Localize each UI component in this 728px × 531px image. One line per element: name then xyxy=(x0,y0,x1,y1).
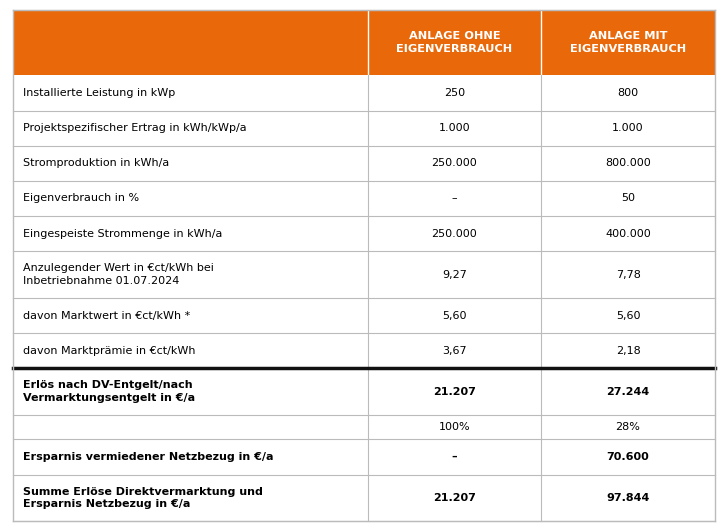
Bar xyxy=(13,110,715,145)
Text: ANLAGE MIT
EIGENVERBRAUCH: ANLAGE MIT EIGENVERBRAUCH xyxy=(570,31,686,54)
Text: 5,60: 5,60 xyxy=(616,311,641,321)
Bar xyxy=(13,298,715,333)
Text: 5,60: 5,60 xyxy=(442,311,467,321)
Bar xyxy=(13,10,715,75)
Text: 100%: 100% xyxy=(438,422,470,432)
Text: 250: 250 xyxy=(444,88,465,98)
Text: 2,18: 2,18 xyxy=(616,346,641,356)
Text: davon Marktprämie in €ct/kWh: davon Marktprämie in €ct/kWh xyxy=(23,346,195,356)
Text: –: – xyxy=(451,452,457,462)
Text: 28%: 28% xyxy=(616,422,641,432)
Text: Stromproduktion in kWh/a: Stromproduktion in kWh/a xyxy=(23,158,169,168)
Text: 21.207: 21.207 xyxy=(433,387,476,397)
Text: 1.000: 1.000 xyxy=(612,123,644,133)
Text: 400.000: 400.000 xyxy=(605,229,651,238)
Bar xyxy=(13,145,715,181)
Text: –: – xyxy=(451,193,457,203)
Text: Anzulegender Wert in €ct/kWh bei
Inbetriebnahme 01.07.2024: Anzulegender Wert in €ct/kWh bei Inbetri… xyxy=(23,263,213,286)
Text: 800.000: 800.000 xyxy=(605,158,651,168)
Bar xyxy=(13,333,715,369)
Text: Ersparnis vermiedener Netzbezug in €/a: Ersparnis vermiedener Netzbezug in €/a xyxy=(23,452,273,462)
Text: 800: 800 xyxy=(617,88,638,98)
Text: 70.600: 70.600 xyxy=(606,452,649,462)
Text: 27.244: 27.244 xyxy=(606,387,649,397)
Bar xyxy=(13,216,715,251)
Text: Eigenverbrauch in %: Eigenverbrauch in % xyxy=(23,193,139,203)
Text: 97.844: 97.844 xyxy=(606,493,649,503)
Text: 21.207: 21.207 xyxy=(433,493,476,503)
Bar xyxy=(13,439,715,475)
Bar xyxy=(13,369,715,415)
Text: Eingespeiste Strommenge in kWh/a: Eingespeiste Strommenge in kWh/a xyxy=(23,229,222,238)
Text: ANLAGE OHNE
EIGENVERBRAUCH: ANLAGE OHNE EIGENVERBRAUCH xyxy=(396,31,513,54)
Text: Summe Erlöse Direktvermarktung und
Ersparnis Netzbezug in €/a: Summe Erlöse Direktvermarktung und Erspa… xyxy=(23,486,262,509)
Text: Erlös nach DV-Entgelt/nach
Vermarktungsentgelt in €/a: Erlös nach DV-Entgelt/nach Vermarktungse… xyxy=(23,381,194,404)
Text: davon Marktwert in €ct/kWh *: davon Marktwert in €ct/kWh * xyxy=(23,311,190,321)
Bar xyxy=(13,475,715,521)
Text: Installierte Leistung in kWp: Installierte Leistung in kWp xyxy=(23,88,175,98)
Bar xyxy=(13,75,715,110)
Text: 250.000: 250.000 xyxy=(432,229,478,238)
Bar xyxy=(13,251,715,298)
Text: 3,67: 3,67 xyxy=(442,346,467,356)
Text: 1.000: 1.000 xyxy=(438,123,470,133)
Bar xyxy=(13,181,715,216)
Text: 7,78: 7,78 xyxy=(616,270,641,280)
Text: Projektspezifischer Ertrag in kWh/kWp/a: Projektspezifischer Ertrag in kWh/kWp/a xyxy=(23,123,246,133)
Bar xyxy=(13,415,715,439)
Text: 250.000: 250.000 xyxy=(432,158,478,168)
Text: 50: 50 xyxy=(621,193,635,203)
Text: 9,27: 9,27 xyxy=(442,270,467,280)
